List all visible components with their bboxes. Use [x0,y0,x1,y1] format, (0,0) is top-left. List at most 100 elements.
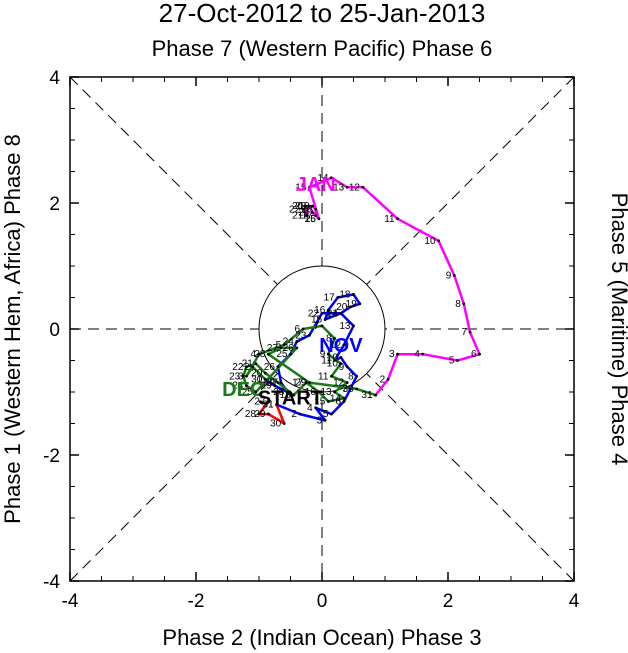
day-marker [361,185,365,189]
day-label: 5 [449,356,455,367]
day-marker [257,352,261,356]
month-label-jan: JAN [296,174,336,196]
day-marker [279,381,283,384]
day-label: 28 [254,349,266,360]
day-marker [314,214,318,218]
day-marker [298,412,302,416]
day-marker [396,217,399,221]
day-marker [421,352,425,356]
day-marker [339,355,343,359]
day-marker [342,400,346,403]
day-label: 14 [327,308,339,319]
day-marker [345,185,349,189]
day-label: 30 [251,374,263,385]
day-label: 30 [270,419,282,430]
day-marker [323,318,327,321]
day-marker [311,204,314,208]
day-marker [301,207,305,211]
unit-circle [258,265,386,393]
day-marker [330,412,333,416]
day-marker [308,204,311,208]
day-marker [304,214,308,218]
day-marker [317,217,321,221]
day-marker [355,387,359,391]
day-marker [333,337,336,340]
day-label: 18 [339,289,351,300]
day-label: 19 [346,299,358,310]
day-marker [456,359,459,362]
day-marker [275,403,279,406]
day-label: 10 [424,236,436,247]
day-marker [478,352,481,356]
day-label: 7 [342,384,348,395]
day-marker [352,292,355,296]
day-label: 23 [295,330,307,341]
day-label: 25 [242,387,254,398]
day-label: 20 [251,368,263,379]
day-marker [304,381,308,384]
y-axis-label-left: Phase 1 (Western Hem, Africa) Phase 8 [0,134,25,524]
day-marker [326,400,330,403]
day-marker [251,365,255,369]
chart-subtitle: Phase 7 (Western Pacific) Phase 6 [152,36,493,61]
day-label: 28 [245,409,257,420]
day-marker [279,346,283,350]
x-axis-label: Phase 2 (Indian Ocean) Phase 3 [162,625,481,650]
day-label: 3 [389,349,395,360]
day-label: 8 [348,371,354,382]
day-label: 29 [261,381,273,392]
x-tick-label: -2 [188,591,205,612]
day-label: 14 [330,393,342,404]
day-marker [336,296,340,299]
day-marker [241,374,245,378]
day-marker [352,324,355,328]
x-tick-label: 2 [443,591,454,612]
day-label: 12 [333,378,345,389]
day-marker [396,352,399,356]
day-label: 16 [305,214,317,225]
day-label: 27 [254,396,266,407]
day-label: 18 [302,204,314,215]
day-marker [374,393,377,397]
day-label: 6 [295,324,301,335]
day-label: 11 [321,356,332,367]
day-marker [292,393,296,397]
day-label: 21 [292,211,304,222]
day-label: 19 [264,378,276,389]
day-marker [452,274,456,277]
day-label: 13 [333,182,345,193]
day-marker [345,365,349,369]
y-tick-label: -2 [43,446,60,467]
day-label: 27 [267,378,279,389]
month-label-dec: DEC [222,379,264,401]
month-label-nov: NOV [319,335,363,357]
day-label: 26 [264,362,276,373]
day-marker [320,311,324,315]
day-marker [295,340,299,343]
day-marker [254,362,258,366]
day-marker [263,371,267,375]
day-marker [273,384,277,388]
day-label: 12 [349,182,361,193]
start-label: START [258,387,323,409]
y-tick-label: 0 [49,320,60,341]
day-label: 16 [314,305,326,316]
day-marker [285,390,289,394]
day-label: 20 [336,302,348,313]
day-label: 22 [232,362,244,373]
day-label: 9 [320,349,326,360]
day-marker [437,239,440,243]
day-marker [295,346,299,350]
day-marker [245,374,248,378]
day-marker [468,330,472,334]
day-marker [326,308,330,312]
day-label: 3 [317,415,323,426]
day-label: 31 [361,390,373,401]
day-label: 24 [232,381,244,392]
day-marker [301,327,305,331]
y-tick-label: -4 [43,572,60,593]
day-marker [282,422,286,425]
day-label: 9 [446,270,452,281]
day-marker [342,396,346,400]
day-label: 18 [280,390,292,401]
